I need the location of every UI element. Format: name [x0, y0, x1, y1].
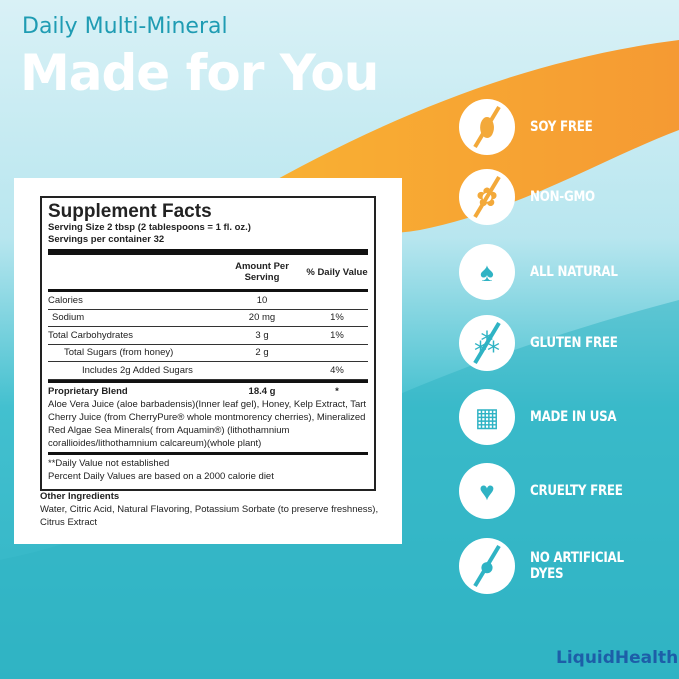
badge-label: NO ARTIFICIAL DYES [530, 550, 624, 582]
table-header: Amount Per Serving % Daily Value [48, 255, 368, 289]
supplement-facts-label: Supplement Facts Serving Size 2 tbsp (2 … [40, 196, 376, 491]
usa-flag-map-icon: ▦ [459, 389, 515, 445]
nutrient-row: Includes 2g Added Sugars 4% [48, 362, 368, 380]
badge-gluten-free: ⁂ GLUTEN FREE [459, 315, 633, 371]
soybean-crossed-icon: ⬮ [459, 99, 515, 155]
other-title: Other Ingredients [40, 491, 120, 502]
badge-label: ALL NATURAL [530, 264, 618, 280]
brand-logo: LiquidHealth [556, 648, 679, 668]
divider [48, 249, 368, 255]
footnote-calorie: Percent Daily Values are based on a 2000… [48, 470, 274, 482]
nutrient-row: Calories 10 [48, 292, 368, 310]
other-text: Water, Citric Acid, Natural Flavoring, P… [40, 504, 379, 528]
nutrient-name: Sodium [52, 312, 85, 324]
nutrient-amount: 20 mg [248, 312, 276, 324]
badge-label: SOY FREE [530, 119, 593, 135]
nutrient-amount: 10 [256, 294, 268, 306]
col-amount: Amount Per Serving [235, 261, 289, 283]
nutrient-amount: 2 g [255, 347, 269, 359]
nutrient-name: Total Carbohydrates [48, 329, 134, 341]
bunny-heart-icon: ♥ [459, 463, 515, 519]
leaf-icon: ♠ [459, 244, 515, 300]
badge-label: NON-GMO [530, 189, 595, 205]
badge-label: CRUELTY FREE [530, 483, 623, 499]
badge-label: MADE IN USA [530, 409, 617, 425]
other-ingredients: Other Ingredients Water, Citric Acid, Na… [40, 490, 390, 529]
nutrient-name: Calories [48, 294, 83, 306]
nutrient-amount: 3 g [255, 329, 269, 341]
badge-soy-free: ⬮ SOY FREE [459, 99, 604, 155]
divider [48, 379, 368, 383]
wheat-crossed-icon: ✿ [459, 169, 515, 225]
blend-text: Aloe Vera Juice (aloe barbadensis)(Inner… [48, 398, 367, 449]
drop-crossed-icon: ● [459, 538, 515, 594]
grain-crossed-icon: ⁂ [459, 315, 515, 371]
divider [48, 451, 368, 455]
nutrient-name: Total Sugars (from honey) [64, 347, 174, 359]
subtitle: Daily Multi-Mineral [22, 14, 228, 39]
svg-text:♥: ♥ [479, 476, 494, 506]
badge-label: GLUTEN FREE [530, 335, 618, 351]
facts-title: Supplement Facts [48, 201, 212, 222]
badge-non-gmo: ✿ NON-GMO [459, 169, 606, 225]
svg-text:♠: ♠ [480, 257, 494, 287]
servings-per-container: Servings per container 32 [48, 234, 165, 245]
blend-dv: * [335, 385, 339, 397]
badge-made-in-usa: ▦ MADE IN USA [459, 389, 632, 445]
supplement-panel: Supplement Facts Serving Size 2 tbsp (2 … [14, 178, 402, 544]
nutrient-dv: 1% [330, 329, 344, 341]
nutrient-dv: 1% [330, 312, 344, 324]
nutrient-row: Sodium 20 mg 1% [48, 310, 368, 327]
nutrient-row: Total Sugars (from honey) 2 g [48, 345, 368, 362]
blend-name: Proprietary Blend [48, 385, 128, 397]
badge-all-natural: ♠ ALL NATURAL [459, 244, 633, 300]
blend-amount: 18.4 g [248, 385, 276, 397]
nutrient-row: Total Carbohydrates 3 g 1% [48, 327, 368, 345]
serving-size: Serving Size 2 tbsp (2 tablespoons = 1 f… [48, 222, 251, 233]
headline: Made for You [20, 44, 379, 102]
badge-cruelty-free: ♥ CRUELTY FREE [459, 463, 639, 519]
proprietary-blend: Proprietary Blend 18.4 g * Aloe Vera Juice… [48, 383, 368, 452]
nutrient-dv: 4% [330, 364, 344, 376]
col-dv: % Daily Value [306, 266, 368, 278]
footnote-dv: **Daily Value not established [48, 457, 170, 469]
divider [48, 289, 368, 292]
nutrient-name: Includes 2g Added Sugars [82, 364, 193, 376]
svg-text:▦: ▦ [475, 402, 500, 432]
badge-no-artificial-dyes: ● NO ARTIFICIAL DYES [459, 538, 679, 594]
